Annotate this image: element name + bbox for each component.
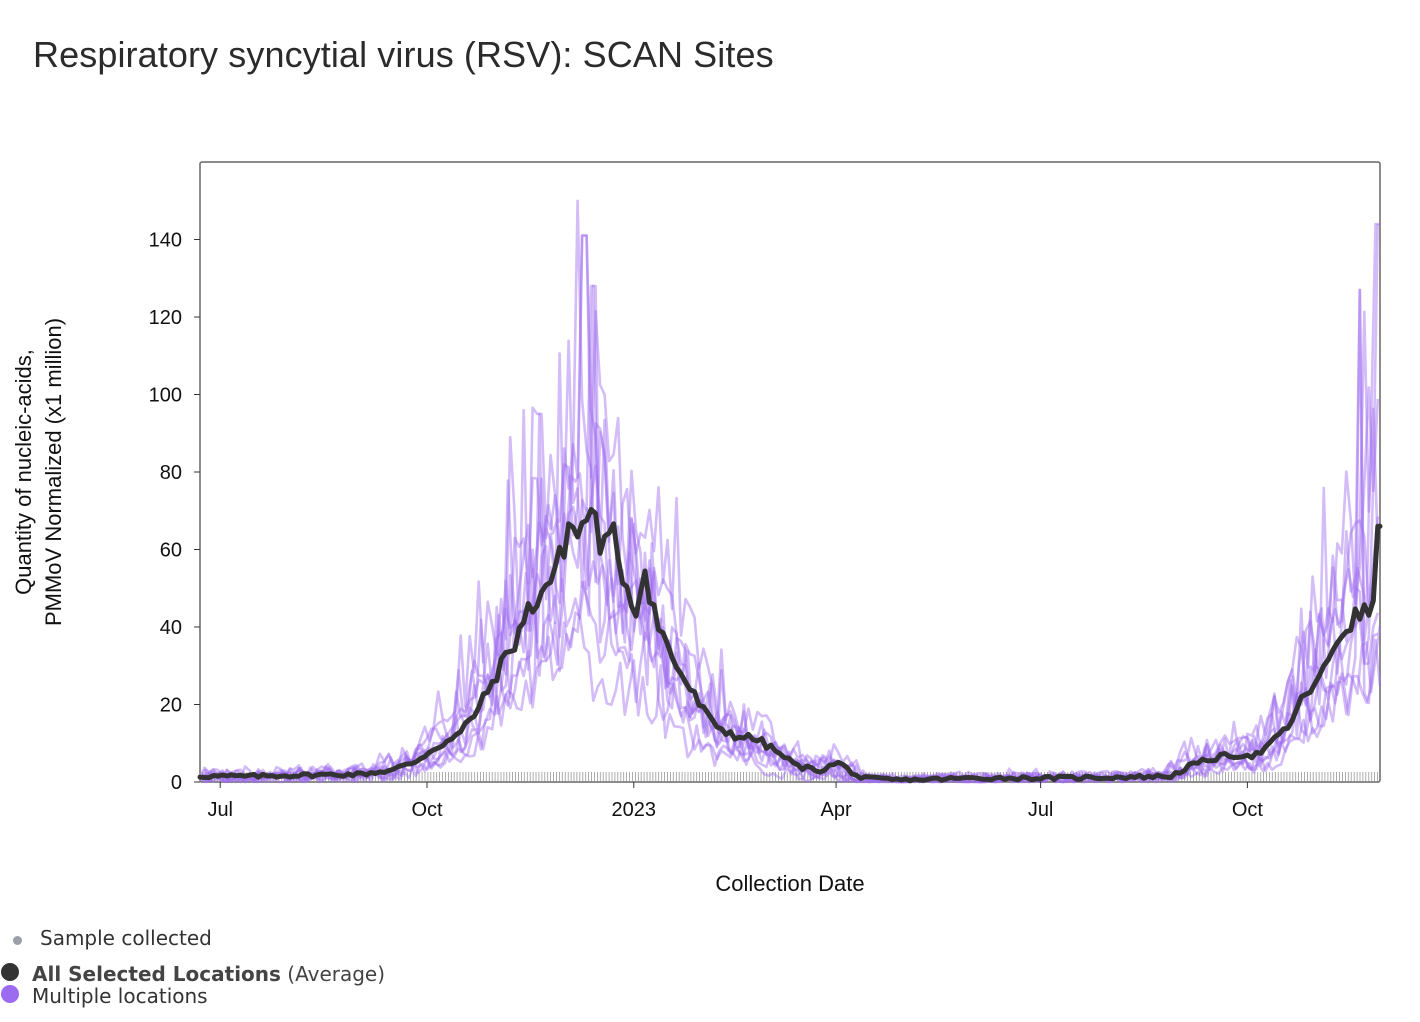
y-tick-label: 100 — [149, 385, 182, 407]
x-tick-label: Oct — [1232, 799, 1264, 821]
location-series-line — [204, 199, 1380, 784]
average-dot-icon — [1, 963, 19, 981]
chart-title: Respiratory syncytial virus (RSV): SCAN … — [33, 34, 774, 75]
y-tick-label: 120 — [149, 307, 182, 329]
y-axis: 0 20 40 60 80 100 120 140 — [149, 230, 200, 794]
sample-dot-icon — [13, 936, 22, 945]
x-tick-label: Jul — [207, 799, 233, 821]
x-tick-label: Jul — [1028, 799, 1054, 821]
y-tick-label: 40 — [160, 617, 182, 639]
legend-sample-label: Sample collected — [40, 926, 212, 950]
legend: Sample collected All Selected Locations … — [0, 920, 600, 1020]
y-tick-label: 80 — [160, 462, 182, 484]
legend-multiple-label: Multiple locations — [32, 984, 208, 1008]
location-series-line — [199, 288, 1379, 784]
average-series-line — [197, 506, 1383, 784]
y-tick-label: 0 — [171, 772, 182, 794]
legend-average-paren: (Average) — [287, 962, 386, 986]
location-series-line — [201, 222, 1380, 784]
multiple-dot-icon — [1, 985, 19, 1003]
x-axis-title: Collection Date — [715, 871, 864, 896]
legend-item-multiple[interactable]: Multiple locations — [0, 984, 300, 1008]
location-series-line — [201, 412, 1382, 784]
x-axis: Jul Oct 2023 Apr Jul Oct — [207, 782, 1263, 821]
legend-item-sample[interactable]: Sample collected — [0, 926, 300, 950]
y-axis-title-line1: Quantity of nucleic-acids, — [11, 349, 36, 595]
x-tick-label: Apr — [821, 799, 852, 821]
y-tick-label: 20 — [160, 695, 182, 717]
x-tick-label: 2023 — [612, 799, 657, 821]
y-tick-label: 140 — [149, 230, 182, 252]
y-axis-title: Quantity of nucleic-acids, PMMoV Normali… — [11, 318, 66, 626]
average-line-group — [197, 506, 1383, 784]
x-tick-label: Oct — [411, 799, 443, 821]
legend-average-label: All Selected Locations — [32, 962, 281, 986]
y-tick-label: 60 — [160, 540, 182, 562]
legend-item-average[interactable]: All Selected Locations (Average) — [0, 962, 500, 988]
plot-frame — [199, 161, 1381, 783]
y-axis-title-line2: PMMoV Normalized (x1 million) — [41, 318, 66, 626]
